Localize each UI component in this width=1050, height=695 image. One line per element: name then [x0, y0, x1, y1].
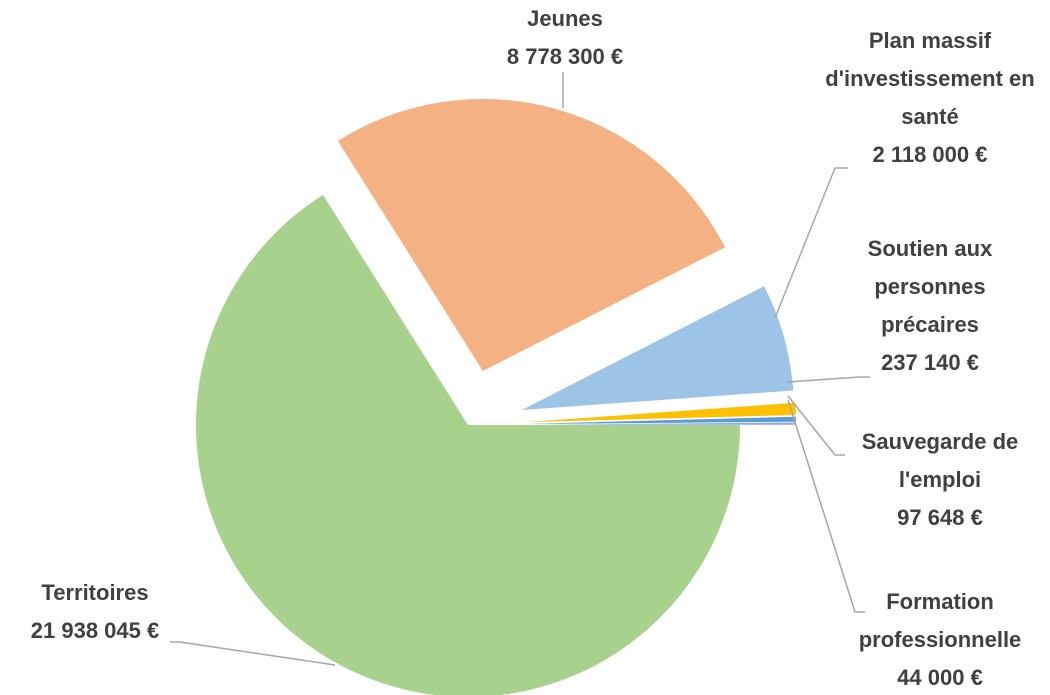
leader-line — [786, 376, 870, 383]
value-label: 97 648 € — [897, 505, 983, 530]
data-label: Formation professionnelle 44 000 € — [835, 583, 1045, 695]
data-label: Plan massif d'investissement en santé 2 … — [810, 22, 1050, 174]
value-label: 237 140 € — [881, 350, 979, 375]
data-label: Territoires 21 938 045 € — [0, 574, 195, 650]
value-label: 2 118 000 € — [872, 142, 988, 167]
pie-slice — [521, 286, 794, 410]
pie-slice — [523, 422, 796, 425]
data-label: Sauvegarde de l'emploi 97 648 € — [840, 423, 1040, 537]
leader-line — [787, 399, 865, 613]
data-label: Soutien aux personnes précaires 237 140 … — [845, 230, 1015, 382]
leader-line — [170, 641, 336, 666]
value-label: 8 778 300 € — [506, 44, 624, 69]
category-label: Plan massif d'investissement en santé — [825, 28, 1035, 129]
slices — [196, 99, 796, 695]
data-label: Jeunes 8 778 300 € — [465, 0, 665, 76]
value-label: 21 938 045 € — [30, 618, 160, 643]
pie-slice — [523, 416, 796, 425]
category-label: Formation professionnelle — [858, 589, 1022, 652]
category-label: Soutien aux personnes précaires — [867, 236, 993, 337]
category-label: Territoires — [41, 580, 149, 605]
category-label: Jeunes — [527, 6, 603, 31]
category-label: Sauvegarde de l'emploi — [861, 429, 1019, 492]
pie-slice — [337, 99, 726, 372]
value-label: 44 000 € — [897, 665, 983, 690]
leader-line — [787, 395, 845, 456]
pie-slice — [196, 194, 740, 695]
leader-line — [774, 167, 848, 319]
pie-slice — [523, 402, 796, 423]
